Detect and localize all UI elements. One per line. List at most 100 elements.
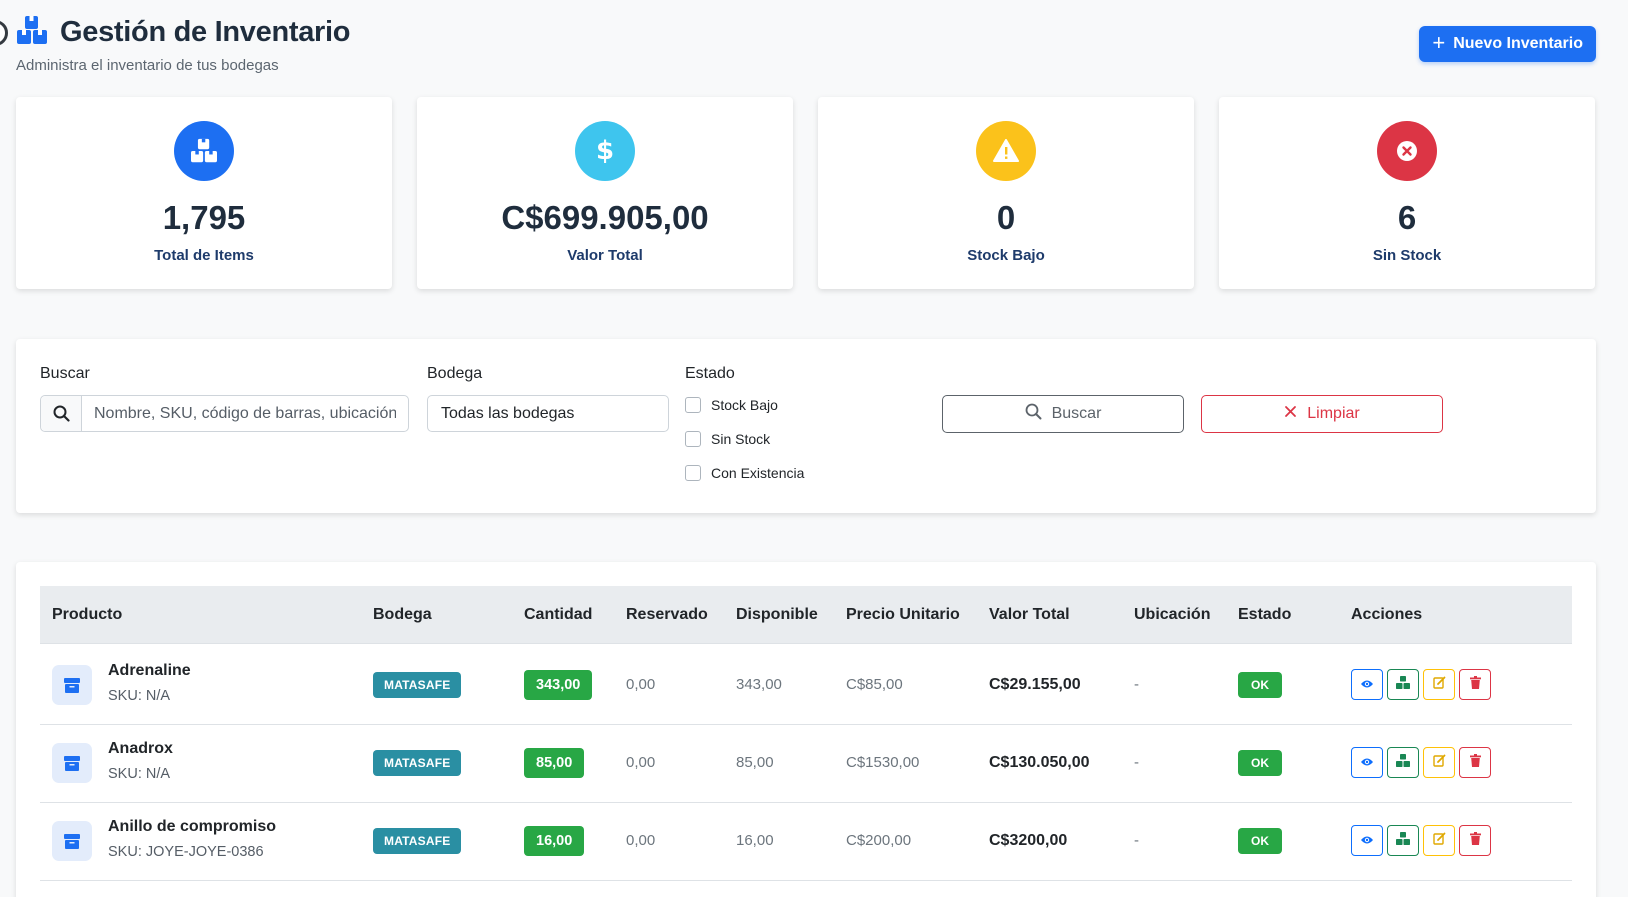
boxes-icon xyxy=(1396,676,1410,693)
eye-icon xyxy=(1360,676,1374,693)
page-subtitle: Administra el inventario de tus bodegas xyxy=(16,57,279,74)
table-header: Producto Bodega Cantidad Reservado Dispo… xyxy=(40,586,1572,644)
checkbox-label: Stock Bajo xyxy=(711,397,778,413)
search-icon xyxy=(1025,403,1042,425)
view-button[interactable] xyxy=(1351,669,1383,700)
stats-row: 1,795 Total de Items $ C$699.905,00 Valo… xyxy=(16,97,1595,289)
view-button[interactable] xyxy=(1351,747,1383,778)
edit-button[interactable] xyxy=(1423,747,1455,778)
inventory-table-card: Producto Bodega Cantidad Reservado Dispo… xyxy=(16,562,1596,897)
product-sku: SKU: JOYE-JOYE-0386 xyxy=(108,844,264,860)
delete-button[interactable] xyxy=(1459,669,1491,700)
warehouse-select[interactable]: Todas las bodegas xyxy=(427,395,669,432)
reserved-cell: 0,00 xyxy=(626,676,656,693)
location-cell: - xyxy=(1134,832,1139,849)
column-header: Cantidad xyxy=(524,606,593,623)
box-icon xyxy=(52,665,92,705)
delete-button[interactable] xyxy=(1459,747,1491,778)
total-value-cell: C$29.155,00 xyxy=(989,675,1081,693)
column-header: Reservado xyxy=(626,606,708,623)
checkbox[interactable] xyxy=(685,397,701,413)
reserved-cell: 0,00 xyxy=(626,832,656,849)
x-circle-icon xyxy=(1377,121,1437,181)
checkbox-in-stock[interactable]: Con Existencia xyxy=(685,465,804,481)
eye-icon xyxy=(1360,754,1374,771)
checkbox-low-stock[interactable]: Stock Bajo xyxy=(685,397,778,413)
checkbox[interactable] xyxy=(685,431,701,447)
partial-circle-decoration xyxy=(0,20,8,46)
stat-card-out-of-stock: 6 Sin Stock xyxy=(1219,97,1595,289)
quantity-badge: 16,00 xyxy=(524,825,585,856)
new-inventory-button[interactable]: + Nuevo Inventario xyxy=(1419,26,1596,62)
delete-button[interactable] xyxy=(1459,825,1491,856)
stat-card-total-value: $ C$699.905,00 Valor Total xyxy=(417,97,793,289)
warehouse-badge: MATASAFE xyxy=(373,671,462,698)
table-row[interactable]: Anadrox SKU: N/A MATASAFE 85,00 0,00 85,… xyxy=(40,722,1572,803)
product-name: Adrenaline xyxy=(108,662,191,679)
warehouse-badge: MATASAFE xyxy=(373,749,462,776)
product-sku: SKU: N/A xyxy=(108,766,171,782)
warehouse-label: Bodega xyxy=(427,365,483,382)
checkbox-out-of-stock[interactable]: Sin Stock xyxy=(685,431,770,447)
available-cell: 16,00 xyxy=(736,832,774,849)
column-header: Acciones xyxy=(1351,606,1423,623)
stock-move-button[interactable] xyxy=(1387,825,1419,856)
status-badge: OK xyxy=(1238,749,1282,776)
warehouse-badge: MATASAFE xyxy=(373,827,462,854)
search-button-label: Buscar xyxy=(1051,405,1102,422)
stat-label: Total de Items xyxy=(154,247,254,264)
edit-icon xyxy=(1432,676,1446,693)
product-name: Anadrox xyxy=(108,740,173,757)
box-icon xyxy=(52,821,92,861)
stat-card-low-stock: 0 Stock Bajo xyxy=(818,97,1194,289)
table-row[interactable]: Anillo de compromiso SKU: JOYE-JOYE-0386… xyxy=(40,800,1572,881)
search-icon xyxy=(41,396,82,431)
reserved-cell: 0,00 xyxy=(626,754,656,771)
stat-label: Valor Total xyxy=(567,247,643,264)
stat-label: Sin Stock xyxy=(1372,247,1442,264)
stat-value: 6 xyxy=(1397,199,1417,236)
location-cell: - xyxy=(1134,676,1139,693)
status-badge: OK xyxy=(1238,827,1282,854)
page-header: Gestión de Inventario Administra el inve… xyxy=(16,14,1596,74)
column-header: Precio Unitario xyxy=(846,606,960,623)
row-actions xyxy=(1351,747,1491,778)
stock-move-button[interactable] xyxy=(1387,747,1419,778)
total-value-cell: C$3200,00 xyxy=(989,831,1068,849)
search-button[interactable]: Buscar xyxy=(942,395,1184,433)
search-input[interactable] xyxy=(82,396,408,431)
table-row[interactable]: Adrenaline SKU: N/A MATASAFE 343,00 0,00… xyxy=(40,644,1572,725)
edit-button[interactable] xyxy=(1423,825,1455,856)
location-cell: - xyxy=(1134,754,1139,771)
view-button[interactable] xyxy=(1351,825,1383,856)
product-name: Anillo de compromiso xyxy=(108,818,277,835)
stat-label: Stock Bajo xyxy=(967,247,1045,264)
unit-price-cell: C$85,00 xyxy=(846,676,903,693)
search-group xyxy=(40,395,409,432)
quantity-badge: 85,00 xyxy=(524,747,585,778)
edit-button[interactable] xyxy=(1423,669,1455,700)
boxes-icon xyxy=(1396,832,1410,849)
clear-button[interactable]: Limpiar xyxy=(1201,395,1443,433)
available-cell: 85,00 xyxy=(736,754,774,771)
stat-value: 1,795 xyxy=(162,199,246,236)
column-header: Estado xyxy=(1238,606,1292,623)
total-value-cell: C$130.050,00 xyxy=(989,753,1090,771)
checkbox[interactable] xyxy=(685,465,701,481)
boxes-icon xyxy=(1396,754,1410,771)
unit-price-cell: C$1530,00 xyxy=(846,754,920,771)
box-icon xyxy=(52,743,92,783)
product-sku: SKU: N/A xyxy=(108,688,171,704)
page-title: Gestión de Inventario xyxy=(60,16,351,48)
boxes-icon xyxy=(16,14,48,51)
trash-icon xyxy=(1469,754,1481,771)
warning-icon xyxy=(976,121,1036,181)
new-inventory-label: Nuevo Inventario xyxy=(1453,35,1583,52)
column-header: Disponible xyxy=(736,606,818,623)
stock-move-button[interactable] xyxy=(1387,669,1419,700)
boxes-icon xyxy=(174,121,234,181)
eye-icon xyxy=(1360,832,1374,849)
checkbox-label: Sin Stock xyxy=(711,431,771,447)
trash-icon xyxy=(1469,676,1481,693)
stat-value: C$699.905,00 xyxy=(501,199,709,236)
